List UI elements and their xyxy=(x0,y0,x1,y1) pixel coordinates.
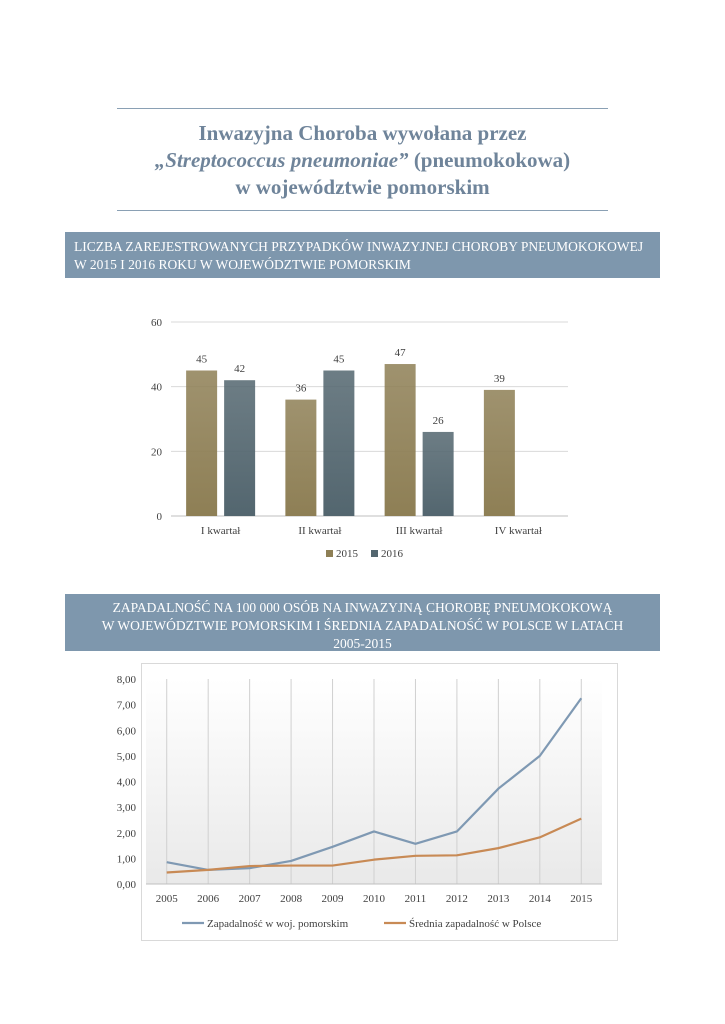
line-chart-heading-line-2: W WOJEWÓDZTWIE POMORSKIM I ŚREDNIA ZAPAD… xyxy=(101,618,624,633)
legend-label-2015: 2015 xyxy=(336,548,359,560)
bar-chart-heading-line-1: LICZBA ZAREJESTROWANYCH PRZYPADKÓW INWAZ… xyxy=(74,239,644,254)
y-tick-label: 1,00 xyxy=(117,853,137,865)
title-line-1: Inwazyjna Choroba wywołana przez xyxy=(198,121,527,145)
bar-2015-3 xyxy=(483,389,515,516)
x-tick-label: 2013 xyxy=(487,893,510,905)
y-tick-label: 0 xyxy=(157,511,163,523)
x-tick-label: 2010 xyxy=(363,893,386,905)
title-italic-species: „Streptococcus pneumoniae” xyxy=(154,148,409,172)
series-line-0 xyxy=(166,697,583,872)
y-tick-label: 7,00 xyxy=(117,700,137,712)
x-tick-label: 2015 xyxy=(570,893,593,905)
x-tick-label: 2008 xyxy=(280,893,303,905)
y-tick-label: 40 xyxy=(151,382,163,394)
bar-2015-2 xyxy=(384,364,416,516)
y-tick-label: 8,00 xyxy=(117,674,137,686)
bar-chart-heading: LICZBA ZAREJESTROWANYCH PRZYPADKÓW INWAZ… xyxy=(65,232,660,278)
y-tick-label: 60 xyxy=(151,317,163,329)
x-tick-label: 2009 xyxy=(322,893,345,905)
y-tick-label: 5,00 xyxy=(117,751,137,763)
title-line-3: w województwie pomorskim xyxy=(235,175,490,199)
line-chart-heading: ZAPADALNOŚĆ NA 100 000 OSÓB NA INWAZYJNĄ… xyxy=(65,594,660,651)
bar-2016-0 xyxy=(224,380,256,516)
series-line-1 xyxy=(166,817,582,874)
legend-label-1: Średnia zapadalność w Polsce xyxy=(409,918,541,930)
bar-value-label: 45 xyxy=(333,354,345,366)
legend-label-2016: 2016 xyxy=(381,548,404,560)
y-tick-label: 20 xyxy=(151,446,163,458)
title-line-2: „Streptococcus pneumoniae” (pneumokokowa… xyxy=(60,147,665,174)
x-tick-label: II kwartał xyxy=(298,525,341,537)
x-tick-label: 2006 xyxy=(197,893,220,905)
y-tick-label: 2,00 xyxy=(117,828,137,840)
title-line-2-rest: (pneumokokowa) xyxy=(408,148,571,172)
line-chart-heading-line-3: 2005-2015 xyxy=(333,636,392,651)
bar-value-label: 39 xyxy=(494,373,506,385)
bar-2015-0 xyxy=(186,370,218,516)
bar-2015-1 xyxy=(285,399,317,516)
x-tick-label: 2005 xyxy=(156,893,179,905)
x-tick-label: 2007 xyxy=(239,893,262,905)
y-tick-label: 3,00 xyxy=(117,802,137,814)
bar-value-label: 36 xyxy=(295,383,307,395)
y-tick-label: 0,00 xyxy=(117,879,137,891)
x-tick-label: 2012 xyxy=(446,893,468,905)
x-tick-label: I kwartał xyxy=(201,525,240,537)
legend-swatch-2015 xyxy=(326,550,333,557)
y-tick-label: 6,00 xyxy=(117,725,137,737)
x-tick-label: IV kwartał xyxy=(495,525,542,537)
legend-swatch-2016 xyxy=(371,550,378,557)
bar-value-label: 47 xyxy=(395,347,407,359)
x-tick-label: III kwartał xyxy=(396,525,443,537)
title-rule-top xyxy=(117,108,608,109)
bar-value-label: 45 xyxy=(196,354,208,366)
legend-label-0: Zapadalność w woj. pomorskim xyxy=(207,918,349,930)
title-rule-bottom xyxy=(117,210,608,211)
bar-2016-2 xyxy=(422,431,454,516)
bar-chart: 0 20 40 60 45 42 I kwartał 36 45 II kwartał 47 26 II… xyxy=(151,317,568,560)
x-tick-label: 2014 xyxy=(529,893,552,905)
bar-value-label: 42 xyxy=(234,363,245,375)
y-tick-label: 4,00 xyxy=(117,777,137,789)
line-chart-heading-line-1: ZAPADALNOŚĆ NA 100 000 OSÓB NA INWAZYJNĄ… xyxy=(112,600,613,615)
bar-chart-heading-line-2: W 2015 I 2016 ROKU W WOJEWÓDZTWIE POMORS… xyxy=(74,257,411,272)
bar-2016-1 xyxy=(323,370,355,516)
page-title: Inwazyjna Choroba wywołana przez „Strept… xyxy=(60,120,665,201)
bar-value-label: 26 xyxy=(433,415,445,427)
x-tick-label: 2011 xyxy=(405,893,427,905)
